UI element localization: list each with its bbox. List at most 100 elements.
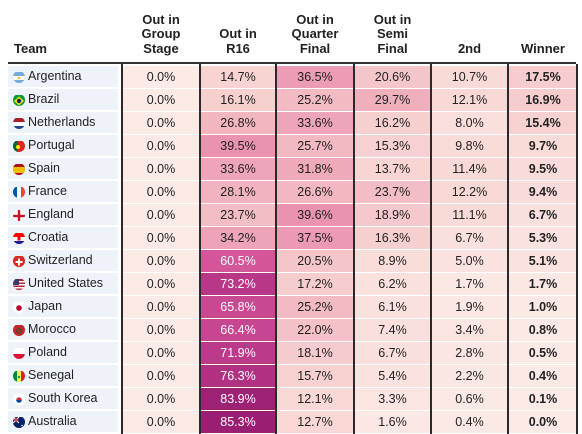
value-cell-second: 1.7%: [432, 272, 507, 295]
value-cell-second: 2.8%: [432, 341, 507, 364]
team-cell-background: [8, 388, 118, 409]
value-cell-winner: 1.7%: [509, 272, 577, 295]
value-cell-r16: 28.1%: [201, 180, 275, 203]
value-cell-second: 2.2%: [432, 364, 507, 387]
value-cell-winner: 0.8%: [509, 318, 577, 341]
value-cell-r16: 71.9%: [201, 341, 275, 364]
header-r16: Out in R16: [219, 26, 257, 56]
value-cell-second: 0.4%: [432, 410, 507, 433]
header-sf: Out in Semi Final: [373, 11, 412, 56]
header-team: Team: [14, 40, 47, 56]
table-row: Brazil 0.0% 16.1% 25.2% 29.7% 12.1% 16.9%: [0, 88, 582, 111]
united-states-flag-icon: [13, 278, 25, 290]
value-cell-sf: 23.7%: [355, 180, 430, 203]
value-cell-r16: 26.8%: [201, 111, 275, 134]
team-name: Netherlands: [28, 115, 96, 129]
value-cell-r16: 76.3%: [201, 364, 275, 387]
value-cell-group: 0.0%: [123, 88, 199, 111]
header-group: Out in Group Stage: [141, 11, 181, 56]
team-cell-background: [8, 204, 118, 225]
value-cell-sf: 6.1%: [355, 295, 430, 318]
value-cell-winner: 0.1%: [509, 387, 577, 410]
value-cell-winner: 9.5%: [509, 157, 577, 180]
team-name: Senegal: [28, 368, 74, 382]
team-cell-background: [8, 66, 118, 87]
table-row: Australia 0.0% 85.3% 12.7% 1.6% 0.4% 0.0%: [0, 410, 582, 433]
value-cell-qf: 12.1%: [277, 387, 353, 410]
value-cell-winner: 17.5%: [509, 65, 577, 88]
team-name: Switzerland: [28, 253, 93, 267]
table-row: Croatia 0.0% 34.2% 37.5% 16.3% 6.7% 5.3%: [0, 226, 582, 249]
netherlands-flag-icon: [13, 117, 25, 129]
value-cell-group: 0.0%: [123, 249, 199, 272]
value-cell-qf: 25.2%: [277, 295, 353, 318]
column-divider: [576, 64, 578, 434]
value-cell-second: 0.6%: [432, 387, 507, 410]
table-row: Argentina 0.0% 14.7% 36.5% 20.6% 10.7% 17.5%: [0, 65, 582, 88]
team-cell-background: [8, 411, 118, 432]
team-cell-background: [8, 319, 118, 340]
team-cell-background: [8, 296, 118, 317]
team-cell-background: [8, 135, 118, 156]
table-row: United States 0.0% 73.2% 17.2% 6.2% 1.7% 1.7%: [0, 272, 582, 295]
england-flag-icon: [13, 209, 25, 221]
team-name: France: [28, 184, 67, 198]
value-cell-winner: 9.4%: [509, 180, 577, 203]
value-cell-second: 10.7%: [432, 65, 507, 88]
value-cell-winner: 9.7%: [509, 134, 577, 157]
value-cell-qf: 20.5%: [277, 249, 353, 272]
table-row: Morocco 0.0% 66.4% 22.0% 7.4% 3.4% 0.8%: [0, 318, 582, 341]
value-cell-sf: 18.9%: [355, 203, 430, 226]
team-cell-background: [8, 227, 118, 248]
morocco-flag-icon: [13, 324, 25, 336]
value-cell-r16: 85.3%: [201, 410, 275, 433]
value-cell-group: 0.0%: [123, 364, 199, 387]
team-name: Japan: [28, 299, 63, 313]
value-cell-sf: 16.2%: [355, 111, 430, 134]
argentina-flag-icon: [13, 71, 25, 83]
value-cell-r16: 16.1%: [201, 88, 275, 111]
team-name: England: [28, 207, 74, 221]
team-cell-background: [8, 250, 118, 271]
value-cell-qf: 31.8%: [277, 157, 353, 180]
value-cell-group: 0.0%: [123, 134, 199, 157]
switzerland-flag-icon: [13, 255, 25, 267]
value-cell-qf: 25.2%: [277, 88, 353, 111]
value-cell-qf: 36.5%: [277, 65, 353, 88]
value-cell-group: 0.0%: [123, 410, 199, 433]
table-row: Switzerland 0.0% 60.5% 20.5% 8.9% 5.0% 5.1%: [0, 249, 582, 272]
column-divider: [430, 64, 432, 434]
value-cell-sf: 13.7%: [355, 157, 430, 180]
portugal-flag-icon: [13, 140, 25, 152]
team-cell-background: [8, 342, 118, 363]
team-cell-background: [8, 112, 118, 133]
table-row: Senegal 0.0% 76.3% 15.7% 5.4% 2.2% 0.4%: [0, 364, 582, 387]
column-divider: [353, 64, 355, 434]
team-name: Poland: [28, 345, 67, 359]
value-cell-winner: 0.4%: [509, 364, 577, 387]
team-cell-background: [8, 89, 118, 110]
header-qf: Out in Quarter Final: [291, 11, 339, 56]
value-cell-group: 0.0%: [123, 387, 199, 410]
table-row: England 0.0% 23.7% 39.6% 18.9% 11.1% 6.7%: [0, 203, 582, 226]
value-cell-sf: 5.4%: [355, 364, 430, 387]
value-cell-group: 0.0%: [123, 295, 199, 318]
value-cell-second: 11.1%: [432, 203, 507, 226]
team-name: South Korea: [28, 391, 98, 405]
value-cell-sf: 15.3%: [355, 134, 430, 157]
table-row: Poland 0.0% 71.9% 18.1% 6.7% 2.8% 0.5%: [0, 341, 582, 364]
team-cell-background: [8, 158, 118, 179]
value-cell-second: 12.1%: [432, 88, 507, 111]
france-flag-icon: [13, 186, 25, 198]
value-cell-second: 6.7%: [432, 226, 507, 249]
value-cell-qf: 37.5%: [277, 226, 353, 249]
team-cell-background: [8, 273, 118, 294]
header-rule: [8, 62, 576, 64]
table-row: Portugal 0.0% 39.5% 25.7% 15.3% 9.8% 9.7%: [0, 134, 582, 157]
australia-flag-icon: [13, 416, 25, 428]
value-cell-winner: 5.1%: [509, 249, 577, 272]
value-cell-winner: 0.0%: [509, 410, 577, 433]
header-winner: Winner: [521, 40, 565, 56]
value-cell-group: 0.0%: [123, 65, 199, 88]
value-cell-r16: 23.7%: [201, 203, 275, 226]
